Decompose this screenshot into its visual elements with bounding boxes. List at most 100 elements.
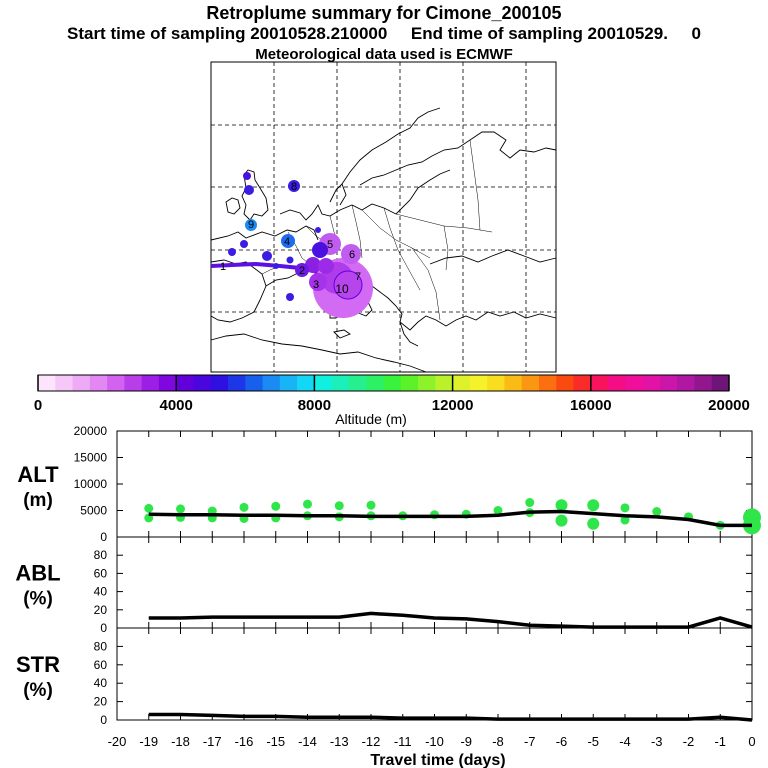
abl-panel: 0 20 40 60 80 ABL (%) bbox=[15, 536, 753, 635]
colorbar-swatch bbox=[504, 375, 523, 391]
plume-marker bbox=[318, 258, 334, 274]
plume-marker bbox=[288, 180, 300, 192]
map-graticule bbox=[211, 62, 556, 372]
y-tick-label: 40 bbox=[94, 585, 108, 599]
scatter-point bbox=[239, 502, 249, 512]
plume-markers bbox=[228, 172, 373, 318]
scatter-point bbox=[652, 507, 662, 517]
chart-title: Retroplume summary for Cimone_200105 bbox=[206, 3, 562, 23]
day-label-10: 10 bbox=[335, 282, 349, 296]
y-tick-label: 15000 bbox=[74, 451, 108, 465]
colorbar-tick-label: 12000 bbox=[432, 397, 474, 414]
y-tick-label: 80 bbox=[94, 548, 108, 562]
plume-marker bbox=[286, 293, 294, 301]
x-tick-label: -14 bbox=[298, 734, 317, 749]
colorbar-swatch bbox=[124, 375, 143, 391]
alt-panel: 0 5000 10000 15000 20000 ALT (m) bbox=[17, 424, 761, 544]
plume-marker bbox=[315, 227, 321, 233]
colorbar-swatch bbox=[210, 375, 229, 391]
alt-label: ALT bbox=[17, 462, 59, 487]
x-tick-label: -9 bbox=[460, 734, 472, 749]
colorbar-swatch bbox=[435, 375, 454, 391]
colorbar-swatch bbox=[418, 375, 436, 391]
map-day-labels: 1 2 3 4 5 6 7 8 9 10 bbox=[220, 181, 361, 296]
alt-series-line bbox=[148, 509, 752, 528]
x-tick-label: -18 bbox=[171, 734, 190, 749]
colorbar-swatch bbox=[694, 375, 713, 391]
day-label-2: 2 bbox=[299, 265, 305, 277]
colorbar-label: Altitude (m) bbox=[335, 411, 407, 427]
colorbar-tick-labels: 0 4000 8000 12000 16000 20000 bbox=[34, 397, 750, 414]
plume-marker bbox=[228, 248, 236, 256]
colorbar-swatch bbox=[297, 375, 315, 391]
y-tick-label: 0 bbox=[100, 530, 107, 544]
abl-frame bbox=[116, 536, 753, 629]
y-tick-label: 80 bbox=[94, 639, 108, 653]
country-borders bbox=[261, 139, 493, 321]
scatter-point bbox=[493, 506, 503, 515]
day-label-7: 7 bbox=[355, 271, 361, 283]
scatter-point bbox=[366, 500, 376, 510]
scatter-point bbox=[620, 515, 630, 525]
x-tick-label: -5 bbox=[587, 734, 599, 749]
y-tick-label: 20 bbox=[94, 603, 108, 617]
sampling-times: Start time of sampling 20010528.210000 E… bbox=[66, 24, 701, 43]
map-panel: 1 2 3 4 5 6 7 8 9 10 bbox=[210, 61, 557, 373]
colorbar-swatch bbox=[452, 375, 471, 391]
colorbar-swatch bbox=[642, 375, 661, 391]
x-tick-label: -4 bbox=[619, 734, 631, 749]
day-label-4: 4 bbox=[284, 236, 290, 248]
x-tick-label: -8 bbox=[492, 734, 504, 749]
colorbar-swatch bbox=[141, 375, 160, 391]
x-tick-label: -6 bbox=[556, 734, 568, 749]
colorbar-swatch bbox=[573, 375, 592, 391]
y-tick-label: 20 bbox=[94, 695, 108, 709]
plume-marker bbox=[240, 240, 248, 248]
plume-marker bbox=[309, 273, 327, 291]
str-label: STR bbox=[16, 652, 60, 677]
str-frame bbox=[116, 627, 753, 721]
colorbar-swatch bbox=[538, 375, 557, 391]
colorbar-swatch bbox=[487, 375, 505, 391]
colorbar-swatch bbox=[158, 375, 177, 391]
colorbar-swatch bbox=[107, 375, 125, 391]
x-tick-label: -2 bbox=[683, 734, 695, 749]
y-tick-label: 40 bbox=[94, 676, 108, 690]
plume-marker bbox=[341, 244, 361, 264]
colorbar-swatch bbox=[262, 375, 281, 391]
plume-marker bbox=[281, 234, 295, 248]
scatter-point bbox=[587, 517, 600, 530]
plume-marker bbox=[312, 242, 328, 258]
x-tick-label: 0 bbox=[748, 734, 755, 749]
colorbar-swatch bbox=[331, 375, 350, 391]
time-series-panels: 0 5000 10000 15000 20000 ALT (m) 0 20 40 60 80 ABL (%… bbox=[15, 424, 761, 768]
plume-marker bbox=[273, 263, 279, 269]
y-tick-label: 60 bbox=[94, 566, 108, 580]
x-tick-label: -1 bbox=[714, 734, 726, 749]
x-tick-label: -20 bbox=[108, 734, 127, 749]
colorbar-swatch bbox=[521, 375, 540, 391]
day-label-1: 1 bbox=[220, 261, 226, 273]
abl-unit: (%) bbox=[23, 589, 53, 610]
colorbar-swatch bbox=[711, 375, 730, 391]
x-tick-label: -12 bbox=[362, 734, 381, 749]
x-tick-label: -16 bbox=[235, 734, 254, 749]
plume-marker bbox=[244, 185, 254, 195]
x-tick-label: -3 bbox=[651, 734, 663, 749]
plume-marker bbox=[262, 251, 272, 261]
day-label-8: 8 bbox=[291, 181, 297, 193]
x-tick-label: -11 bbox=[394, 734, 412, 749]
scatter-point bbox=[587, 499, 600, 512]
scatter-point bbox=[144, 503, 154, 513]
scatter-point bbox=[334, 501, 344, 511]
colorbar-swatch bbox=[348, 375, 367, 391]
y-tick-label: 0 bbox=[100, 621, 107, 635]
plume-marker bbox=[333, 270, 363, 300]
colorbar-swatch bbox=[659, 375, 678, 391]
colorbar-swatch bbox=[55, 375, 74, 391]
plume-marker bbox=[245, 219, 257, 231]
colorbar-swatch bbox=[193, 375, 212, 391]
scatter-point bbox=[555, 499, 568, 512]
colorbar-swatch bbox=[469, 375, 488, 391]
